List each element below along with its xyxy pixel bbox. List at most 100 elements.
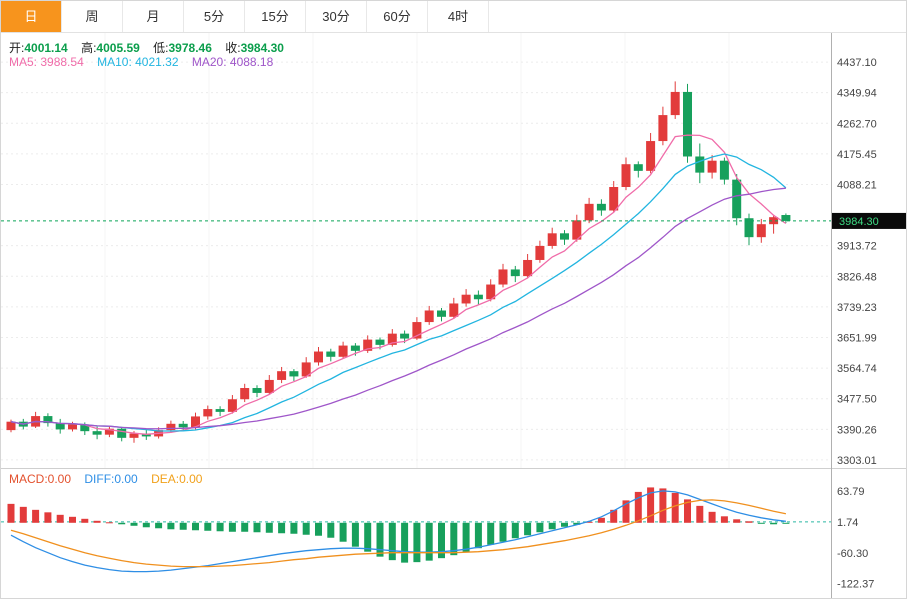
candles-layer	[6, 81, 791, 443]
macd-bar	[487, 522, 495, 545]
y-axis-label: 4175.45	[837, 149, 877, 161]
dea-line	[10, 499, 787, 568]
macd-bar	[573, 522, 581, 525]
macd-bar	[302, 522, 310, 535]
price-axis: 4437.10 4349.94 4262.70 4175.45 4088.21 3913.…	[837, 57, 877, 467]
candle-body	[547, 233, 557, 246]
candle-body	[104, 428, 114, 435]
dea-value: 0.00	[179, 472, 203, 486]
y-axis-label: 4349.94	[837, 88, 877, 100]
high-label: 高:	[81, 41, 97, 55]
tab-4hour[interactable]: 4时	[428, 1, 489, 32]
candle-body	[191, 416, 200, 428]
candle-body	[572, 220, 582, 240]
macd-bar	[388, 522, 396, 561]
candle-body	[437, 310, 446, 317]
macd-bar	[44, 512, 52, 523]
macd-bar	[81, 518, 89, 523]
macd-bar	[696, 505, 704, 523]
macd-bar	[315, 522, 322, 536]
macd-info-bar: MACD:0.00 DIFF:0.00 DEA:0.00	[9, 472, 212, 486]
macd-bar	[438, 522, 445, 559]
candle-body	[68, 424, 77, 430]
candle-body	[646, 141, 656, 171]
ma10-value: 4021.32	[135, 55, 179, 69]
macd-bar	[228, 522, 236, 532]
diff-value: 0.00	[114, 472, 138, 486]
grid-layer	[1, 33, 831, 468]
candle-body	[560, 233, 569, 240]
macd-bar	[782, 522, 790, 524]
macd-bar	[69, 516, 76, 523]
candle-body	[695, 156, 705, 173]
candle-body	[719, 160, 729, 180]
macd-label: MACD:	[9, 472, 48, 486]
macd-bar	[561, 522, 568, 527]
tab-day[interactable]: 日	[1, 1, 62, 32]
ma20-line	[10, 187, 786, 430]
y-axis-label: 3390.26	[837, 424, 877, 436]
macd-histogram	[7, 487, 790, 563]
candle-body	[707, 160, 717, 173]
candle-body	[461, 294, 471, 304]
macd-bar	[548, 522, 556, 530]
macd-bar	[241, 522, 249, 532]
macd-bar	[339, 522, 347, 542]
macd-bar	[425, 522, 433, 561]
ma5-label: MA5:	[9, 55, 38, 69]
candle-body	[535, 245, 545, 260]
open-label: 开:	[9, 41, 25, 55]
macd-bar	[671, 492, 679, 523]
ohlc-info-bar: 开:4001.14 高:4005.59 低:3978.46 收:3984.30	[9, 39, 294, 56]
macd-bar	[155, 522, 163, 529]
macd-bar	[659, 488, 667, 523]
close-value: 3984.30	[240, 41, 284, 55]
macd-bar	[216, 522, 224, 532]
ma20-label: MA20:	[191, 55, 227, 69]
macd-bar	[499, 522, 507, 542]
y-axis-label: 3303.01	[837, 455, 877, 467]
candle-body	[326, 351, 336, 357]
current-price-tag: 3984.30	[832, 212, 906, 229]
candle-body	[781, 215, 791, 221]
macd-bar	[511, 522, 519, 539]
macd-bar	[204, 522, 212, 531]
tab-5min[interactable]: 5分	[184, 1, 245, 32]
candle-body	[756, 224, 766, 238]
macd-bar	[401, 522, 409, 563]
candle-body	[732, 179, 742, 219]
candle-body	[486, 284, 496, 300]
macd-chart[interactable]: 63.79 1.74 -60.30 -122.37	[1, 468, 907, 599]
tab-60min[interactable]: 60分	[367, 1, 428, 32]
macd-bar	[167, 522, 175, 530]
y-axis-label: -60.30	[837, 548, 868, 560]
tab-30min[interactable]: 30分	[306, 1, 367, 32]
y-axis-label: 1.74	[837, 517, 858, 529]
y-axis-label: 4088.21	[837, 179, 877, 191]
candle-body	[744, 218, 754, 238]
candlestick-chart[interactable]: 4437.10 4349.94 4262.70 4175.45 4088.21 3913.…	[1, 33, 907, 468]
candle-body	[375, 339, 385, 345]
candle-body	[769, 217, 779, 225]
candle-body	[55, 423, 65, 430]
high-value: 4005.59	[96, 41, 140, 55]
candle-body	[277, 371, 287, 380]
candle-body	[412, 322, 422, 339]
macd-bar	[376, 522, 384, 557]
candle-body	[117, 428, 127, 438]
macd-bar	[647, 487, 655, 523]
macd-bar	[142, 522, 150, 528]
candle-body	[473, 294, 483, 300]
tab-15min[interactable]: 15分	[245, 1, 306, 32]
macd-bar	[56, 514, 64, 523]
timeframe-toolbar: 日 周 月 5分 15分 30分 60分 4时	[1, 1, 906, 33]
tab-month[interactable]: 月	[123, 1, 184, 32]
macd-bar	[265, 522, 273, 533]
ma10-label: MA10:	[97, 55, 132, 69]
tab-week[interactable]: 周	[62, 1, 123, 32]
diff-line	[10, 490, 786, 573]
macd-bar	[19, 506, 27, 523]
candle-body	[633, 164, 643, 171]
ma-lines-layer	[10, 134, 787, 435]
